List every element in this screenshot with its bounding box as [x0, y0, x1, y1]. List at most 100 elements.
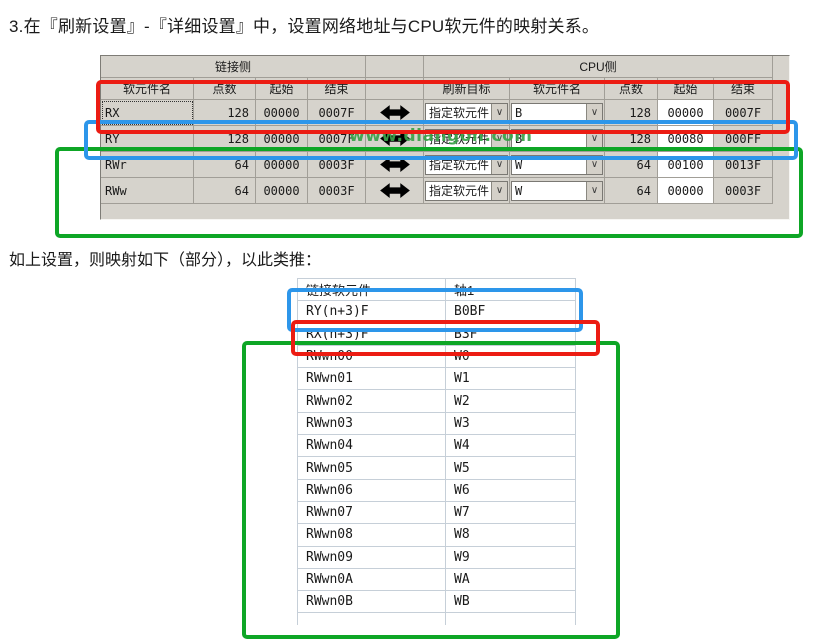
mapping-value: W6 [446, 479, 576, 502]
refresh-target-combo-rwr[interactable]: 指定软元件 ∨ [424, 152, 510, 178]
mapping-value: W5 [446, 457, 576, 480]
mapping-device: RWwn02 [298, 390, 446, 413]
cell-link-points-rwr[interactable]: 64 [194, 152, 256, 178]
mapping-device: RWwn06 [298, 479, 446, 502]
mapping-caption: 如上设置，则映射如下（部分），以此类推： [9, 252, 322, 269]
dropdown-arrow-icon[interactable]: ∨ [491, 155, 507, 174]
mapping-value: W7 [446, 501, 576, 525]
table-row: RWwn03 W3 [298, 412, 576, 436]
cell-link-name-rx[interactable]: RX [101, 100, 194, 126]
cell-link-end-rwr[interactable]: 0003F [308, 152, 366, 178]
dropdown-arrow-icon[interactable]: ∨ [586, 155, 602, 174]
cell-cpu-start-rwr[interactable]: 00100 [658, 152, 714, 178]
sync-arrow-icon [366, 100, 424, 126]
mapping-device: RWwn0B [298, 591, 446, 614]
dropdown-arrow-icon[interactable]: ∨ [586, 103, 602, 122]
refresh-target-value: 指定软元件 [429, 158, 490, 172]
table-row: RWwn01 W1 [298, 368, 576, 391]
table-row: RWwn07 W7 [298, 501, 576, 525]
cell-cpu-points-rww[interactable]: 64 [605, 178, 658, 204]
mapping-value: W8 [446, 524, 576, 547]
mapping-device: RWwn03 [298, 412, 446, 436]
dropdown-arrow-icon[interactable]: ∨ [586, 181, 602, 200]
cell-link-start-ry[interactable]: 00000 [256, 126, 308, 152]
cpu-device-combo-rwr[interactable]: W ∨ [510, 152, 605, 178]
table-row: RWwn02 W2 [298, 390, 576, 413]
refresh-target-value: 指定软元件 [429, 106, 490, 120]
refresh-target-combo-rx[interactable]: 指定软元件 ∨ [424, 100, 510, 126]
cell-link-points-ry[interactable]: 128 [194, 126, 256, 152]
mapping-value: B0BF [446, 301, 576, 324]
cell-cpu-points-rx[interactable]: 128 [605, 100, 658, 126]
dropdown-arrow-icon[interactable]: ∨ [491, 129, 507, 148]
watermark-text: www.diangon.com [349, 126, 533, 146]
col-header-link-points: 点数 [194, 78, 256, 100]
table-row: RWwn06 W6 [298, 479, 576, 502]
table-row: RY(n+3)F B0BF [298, 301, 576, 324]
dropdown-arrow-icon[interactable]: ∨ [491, 181, 507, 200]
cell-link-end-rx[interactable]: 0007F [308, 100, 366, 126]
mapping-value: W4 [446, 435, 576, 458]
mapping-device: RY(n+3)F [298, 301, 446, 324]
mapping-device: RWwn08 [298, 524, 446, 547]
cell-cpu-start-rx[interactable]: 00000 [658, 100, 714, 126]
cell-link-start-rww[interactable]: 00000 [256, 178, 308, 204]
col-header-cpu-start: 起始 [658, 78, 714, 100]
group-header-cpu-side: CPU侧 [424, 56, 773, 78]
empty-cell [298, 613, 446, 626]
cell-cpu-end-ry[interactable]: 000FF [714, 126, 773, 152]
cell-link-points-rx[interactable]: 128 [194, 100, 256, 126]
cell-cpu-start-rww[interactable]: 00000 [658, 178, 714, 204]
page-title: 3.在『刷新设置』-『详细设置』中，设置网络地址与CPU软元件的映射关系。 [9, 17, 600, 36]
mapping-col-header-axis1: 轴1 [446, 279, 576, 302]
table-row: RWwn0B WB [298, 591, 576, 614]
mapping-device: RWwn04 [298, 435, 446, 458]
table-row: RWwn0A WA [298, 568, 576, 592]
cell-link-name-rwr[interactable]: RWr [101, 152, 194, 178]
cell-cpu-points-rwr[interactable]: 64 [605, 152, 658, 178]
table-row: RWwn08 W8 [298, 524, 576, 547]
col-header-link-start: 起始 [256, 78, 308, 100]
cell-link-start-rx[interactable]: 00000 [256, 100, 308, 126]
table-row: RWwn04 W4 [298, 435, 576, 458]
mapping-value: WB [446, 591, 576, 614]
refresh-target-combo-rww[interactable]: 指定软元件 ∨ [424, 178, 510, 204]
cell-link-name-ry[interactable]: RY [101, 126, 194, 152]
mapping-table: 链接软元件 轴1 RY(n+3)F B0BF RX(n+3)F B3F RWwn… [297, 278, 576, 626]
table-row: RX(n+3)F B3F [298, 323, 576, 346]
cpu-device-combo-rx[interactable]: B ∨ [510, 100, 605, 126]
dropdown-arrow-icon[interactable]: ∨ [586, 129, 602, 148]
col-header-gap [366, 78, 424, 100]
cpu-device-combo-rww[interactable]: W ∨ [510, 178, 605, 204]
mapping-value: WA [446, 568, 576, 592]
cell-cpu-points-ry[interactable]: 128 [605, 126, 658, 152]
cell-cpu-start-ry[interactable]: 00080 [658, 126, 714, 152]
table-row-empty [298, 613, 576, 626]
cell-link-name-rww[interactable]: RWw [101, 178, 194, 204]
cell-link-points-rww[interactable]: 64 [194, 178, 256, 204]
mapping-value: W3 [446, 412, 576, 436]
col-header-link-end: 结束 [308, 78, 366, 100]
dropdown-arrow-icon[interactable]: ∨ [491, 103, 507, 122]
col-header-link-device: 软元件名 [101, 78, 194, 100]
cell-cpu-end-rww[interactable]: 0003F [714, 178, 773, 204]
cell-link-start-rwr[interactable]: 00000 [256, 152, 308, 178]
cell-link-end-rww[interactable]: 0003F [308, 178, 366, 204]
mapping-device: RWwn09 [298, 546, 446, 569]
refresh-target-value: 指定软元件 [429, 132, 490, 146]
refresh-target-value: 指定软元件 [429, 184, 490, 198]
col-header-refresh-target: 刷新目标 [424, 78, 510, 100]
table-row-header: 链接软元件 轴1 [298, 279, 576, 302]
cpu-device-value: B [515, 105, 523, 120]
sync-arrow-icon [366, 152, 424, 178]
cpu-device-value: W [515, 183, 523, 198]
mapping-value: W9 [446, 546, 576, 569]
cell-cpu-end-rwr[interactable]: 0013F [714, 152, 773, 178]
cpu-device-value: B [515, 131, 523, 146]
mapping-device: RWwn00 [298, 345, 446, 369]
cell-cpu-end-rx[interactable]: 0007F [714, 100, 773, 126]
empty-cell [446, 613, 576, 626]
mapping-device: RX(n+3)F [298, 323, 446, 346]
mapping-col-header-device: 链接软元件 [298, 279, 446, 302]
